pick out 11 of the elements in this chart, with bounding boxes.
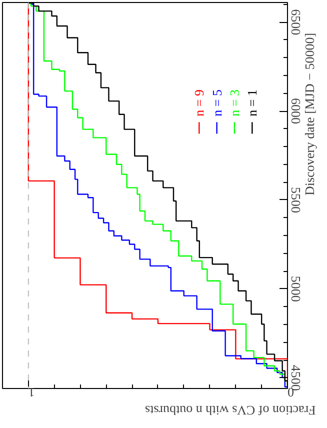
y-tick-label: 5500 [288,186,304,213]
y-tick-label: 5000 [288,276,304,302]
y-axis-title: Discovery date [MJD − 50000] [302,32,317,196]
x-tick-label: 1 [28,385,35,400]
text: n = 3 [226,90,242,116]
text: n = 5 [209,90,224,116]
y-tick-label: 6000 [288,98,304,124]
text: n = 9 [192,90,207,116]
legend-label: n = 1 [244,90,260,116]
x-axis-title: Fraction of CVs with n outbursts [144,403,316,418]
y-tick-label: 6500 [288,9,304,36]
